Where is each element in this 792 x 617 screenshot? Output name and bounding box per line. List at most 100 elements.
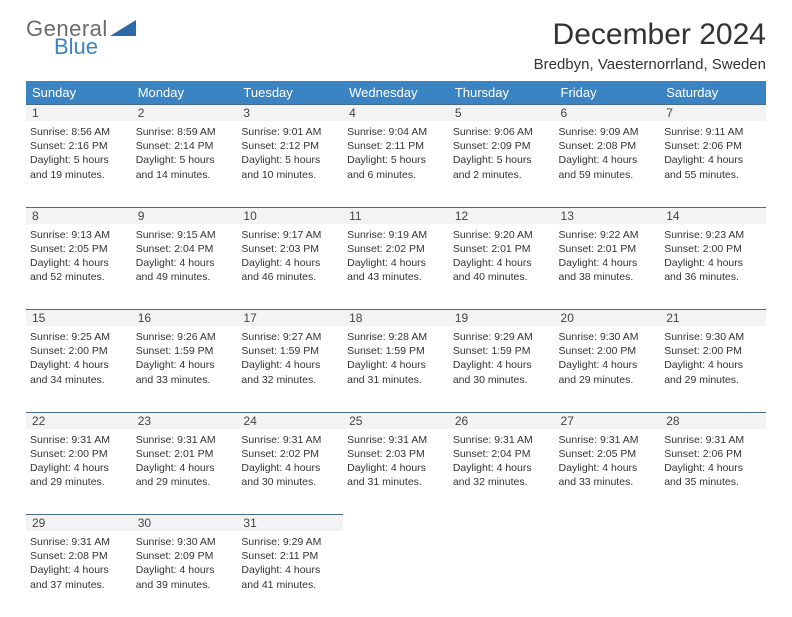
day-cell (660, 531, 766, 617)
day-cell-text: Sunrise: 9:01 AMSunset: 2:12 PMDaylight:… (241, 123, 339, 182)
sunset-line: Sunset: 2:00 PM (664, 242, 762, 256)
day-cell: Sunrise: 9:31 AMSunset: 2:05 PMDaylight:… (555, 429, 661, 515)
day-cell-text: Sunrise: 9:23 AMSunset: 2:00 PMDaylight:… (664, 226, 762, 285)
sunrise-line: Sunrise: 9:31 AM (664, 433, 762, 447)
day2-line: and 2 minutes. (453, 168, 551, 182)
day-number: 11 (343, 207, 449, 224)
day-cell (449, 531, 555, 617)
day-cell: Sunrise: 9:06 AMSunset: 2:09 PMDaylight:… (449, 121, 555, 207)
day-number: 27 (555, 412, 661, 429)
weekday-head: Wednesday (343, 81, 449, 105)
day1-line: Daylight: 4 hours (30, 461, 128, 475)
day1-line: Daylight: 4 hours (453, 256, 551, 270)
day1-line: Daylight: 4 hours (347, 256, 445, 270)
daynum-row: 293031 (26, 515, 766, 532)
day1-line: Daylight: 4 hours (664, 461, 762, 475)
sunrise-line: Sunrise: 9:31 AM (30, 433, 128, 447)
day2-line: and 40 minutes. (453, 270, 551, 284)
day-cell-text: Sunrise: 8:56 AMSunset: 2:16 PMDaylight:… (30, 123, 128, 182)
day-number: 31 (237, 515, 343, 532)
day-number: 10 (237, 207, 343, 224)
day-cell-text: Sunrise: 9:31 AMSunset: 2:04 PMDaylight:… (453, 431, 551, 490)
day-number: 28 (660, 412, 766, 429)
day2-line: and 59 minutes. (559, 168, 657, 182)
day-cell-text: Sunrise: 9:09 AMSunset: 2:08 PMDaylight:… (559, 123, 657, 182)
day-cell-text: Sunrise: 9:31 AMSunset: 2:08 PMDaylight:… (30, 533, 128, 592)
day-number: 18 (343, 310, 449, 327)
day-cell: Sunrise: 9:17 AMSunset: 2:03 PMDaylight:… (237, 224, 343, 310)
sunrise-line: Sunrise: 9:01 AM (241, 125, 339, 139)
day-cell-text: Sunrise: 9:11 AMSunset: 2:06 PMDaylight:… (664, 123, 762, 182)
day-number: 8 (26, 207, 132, 224)
day-cell: Sunrise: 9:29 AMSunset: 2:11 PMDaylight:… (237, 531, 343, 617)
day-cell: Sunrise: 9:31 AMSunset: 2:03 PMDaylight:… (343, 429, 449, 515)
day-cell: Sunrise: 9:22 AMSunset: 2:01 PMDaylight:… (555, 224, 661, 310)
day-cell: Sunrise: 9:27 AMSunset: 1:59 PMDaylight:… (237, 326, 343, 412)
day1-line: Daylight: 4 hours (241, 358, 339, 372)
day-cell: Sunrise: 9:31 AMSunset: 2:08 PMDaylight:… (26, 531, 132, 617)
sunrise-line: Sunrise: 9:31 AM (241, 433, 339, 447)
logo-text: General Blue (26, 18, 108, 58)
day-number: 12 (449, 207, 555, 224)
day-number: 19 (449, 310, 555, 327)
day-number: 29 (26, 515, 132, 532)
day1-line: Daylight: 5 hours (453, 153, 551, 167)
day-number: 26 (449, 412, 555, 429)
day-cell: Sunrise: 9:15 AMSunset: 2:04 PMDaylight:… (132, 224, 238, 310)
sunset-line: Sunset: 2:01 PM (453, 242, 551, 256)
day1-line: Daylight: 4 hours (453, 358, 551, 372)
day-number: 25 (343, 412, 449, 429)
sunrise-line: Sunrise: 9:15 AM (136, 228, 234, 242)
day-cell: Sunrise: 9:26 AMSunset: 1:59 PMDaylight:… (132, 326, 238, 412)
sunset-line: Sunset: 2:00 PM (30, 447, 128, 461)
sunrise-line: Sunrise: 9:06 AM (453, 125, 551, 139)
day-number (343, 515, 449, 532)
day2-line: and 37 minutes. (30, 578, 128, 592)
sunrise-line: Sunrise: 9:26 AM (136, 330, 234, 344)
daynum-row: 1234567 (26, 105, 766, 122)
sunset-line: Sunset: 2:01 PM (559, 242, 657, 256)
sunrise-line: Sunrise: 9:22 AM (559, 228, 657, 242)
sunset-line: Sunset: 2:16 PM (30, 139, 128, 153)
day-number: 21 (660, 310, 766, 327)
sunset-line: Sunset: 2:02 PM (241, 447, 339, 461)
day-cell-text: Sunrise: 9:25 AMSunset: 2:00 PMDaylight:… (30, 328, 128, 387)
day1-line: Daylight: 4 hours (136, 256, 234, 270)
sunrise-line: Sunrise: 9:25 AM (30, 330, 128, 344)
sunrise-line: Sunrise: 9:04 AM (347, 125, 445, 139)
day-cell: Sunrise: 9:28 AMSunset: 1:59 PMDaylight:… (343, 326, 449, 412)
day2-line: and 10 minutes. (241, 168, 339, 182)
day1-line: Daylight: 4 hours (559, 358, 657, 372)
sunrise-line: Sunrise: 9:31 AM (30, 535, 128, 549)
weekday-head: Tuesday (237, 81, 343, 105)
day1-line: Daylight: 4 hours (241, 461, 339, 475)
day-cell: Sunrise: 9:11 AMSunset: 2:06 PMDaylight:… (660, 121, 766, 207)
sunset-line: Sunset: 2:05 PM (30, 242, 128, 256)
sunrise-line: Sunrise: 9:20 AM (453, 228, 551, 242)
day2-line: and 52 minutes. (30, 270, 128, 284)
day2-line: and 6 minutes. (347, 168, 445, 182)
day-cell: Sunrise: 9:29 AMSunset: 1:59 PMDaylight:… (449, 326, 555, 412)
day-cell: Sunrise: 9:19 AMSunset: 2:02 PMDaylight:… (343, 224, 449, 310)
sunrise-line: Sunrise: 9:31 AM (136, 433, 234, 447)
day-number: 13 (555, 207, 661, 224)
sunset-line: Sunset: 2:04 PM (136, 242, 234, 256)
day-cell: Sunrise: 9:23 AMSunset: 2:00 PMDaylight:… (660, 224, 766, 310)
day-number: 15 (26, 310, 132, 327)
sunset-line: Sunset: 1:59 PM (453, 344, 551, 358)
sunrise-line: Sunrise: 9:29 AM (453, 330, 551, 344)
day-cell: Sunrise: 9:13 AMSunset: 2:05 PMDaylight:… (26, 224, 132, 310)
day-number (449, 515, 555, 532)
day-cell-text: Sunrise: 9:13 AMSunset: 2:05 PMDaylight:… (30, 226, 128, 285)
day2-line: and 46 minutes. (241, 270, 339, 284)
day1-line: Daylight: 4 hours (559, 256, 657, 270)
day-cell: Sunrise: 8:56 AMSunset: 2:16 PMDaylight:… (26, 121, 132, 207)
sunrise-line: Sunrise: 8:59 AM (136, 125, 234, 139)
sunrise-line: Sunrise: 9:19 AM (347, 228, 445, 242)
sunset-line: Sunset: 2:08 PM (30, 549, 128, 563)
sunrise-line: Sunrise: 9:31 AM (559, 433, 657, 447)
day-cell (555, 531, 661, 617)
sunrise-line: Sunrise: 9:28 AM (347, 330, 445, 344)
day-cell-text: Sunrise: 9:30 AMSunset: 2:09 PMDaylight:… (136, 533, 234, 592)
day-number (660, 515, 766, 532)
